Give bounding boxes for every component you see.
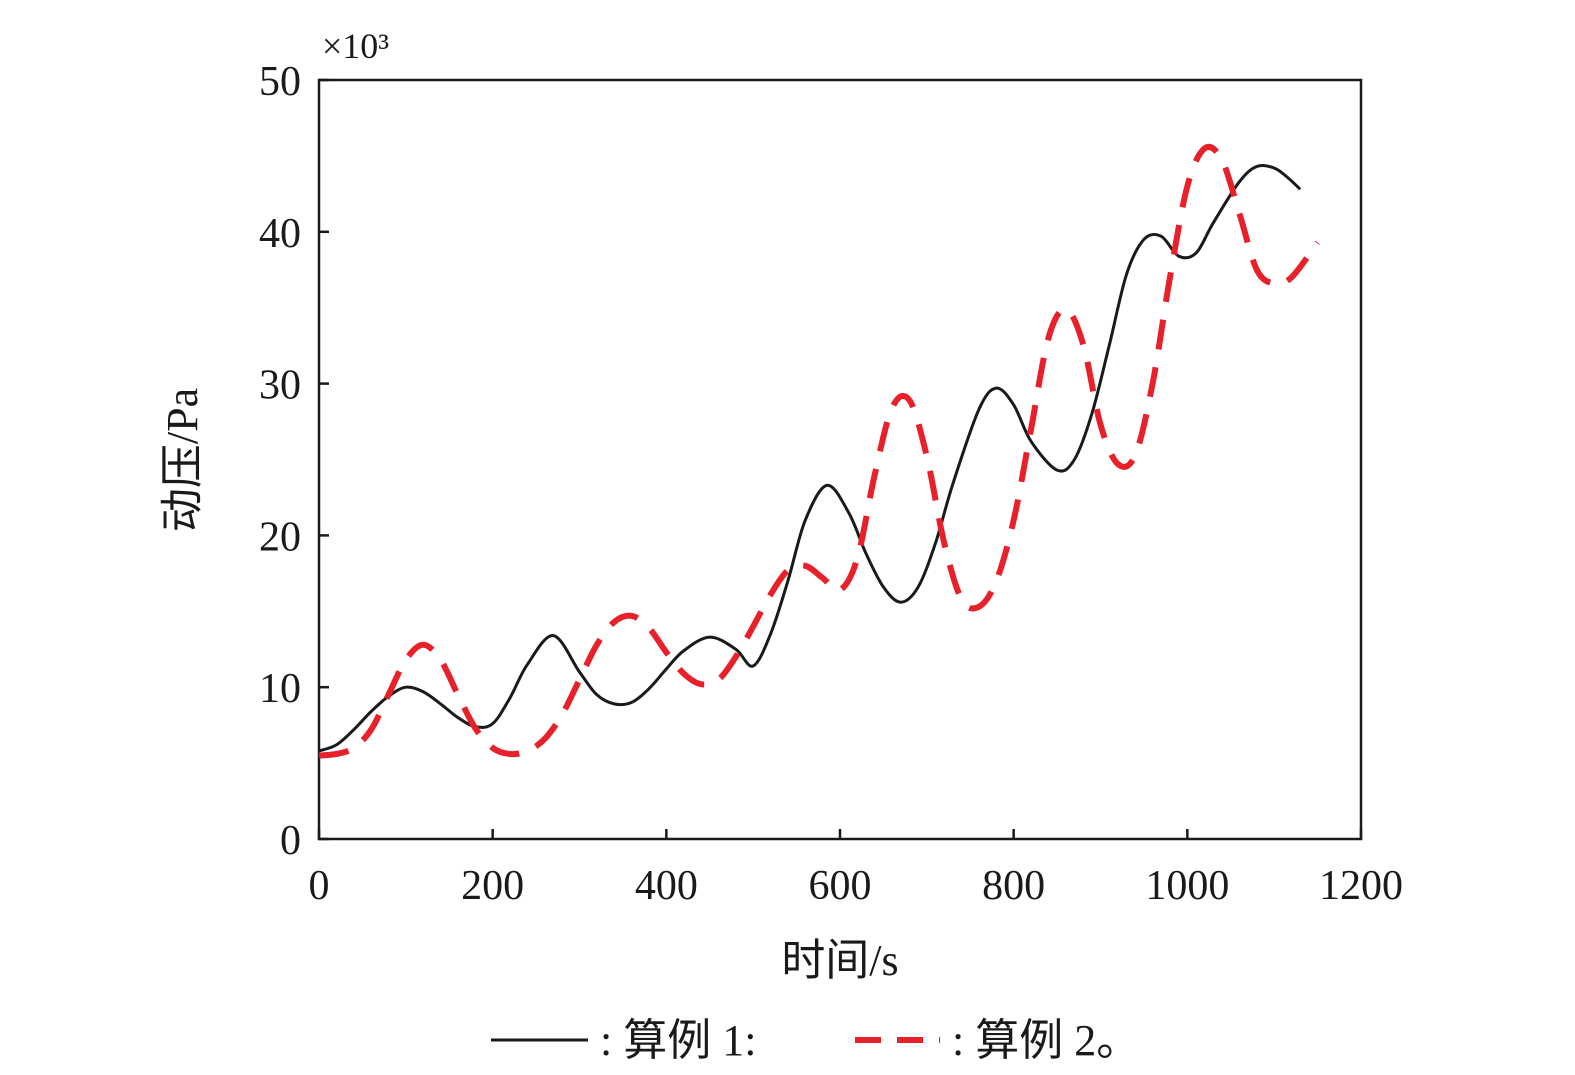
x-tick-label: 800: [982, 863, 1045, 909]
x-tick-label: 400: [635, 863, 698, 909]
legend-label-series-1: : 算例 1:: [600, 1016, 756, 1065]
y-tick-label: 10: [259, 666, 301, 712]
series-line-1: [318, 164, 1302, 753]
x-axis-ticks: 0 200 400 600 800 1000 1200: [309, 829, 1403, 909]
x-tick-label: 600: [809, 863, 872, 909]
x-axis-title: 时间/s: [781, 936, 898, 985]
legend-label-series-2: : 算例 2。: [952, 1016, 1140, 1065]
y-tick-label: 0: [280, 818, 301, 864]
y-tick-label: 40: [259, 211, 301, 257]
y-axis-ticks: 0 10 20 30 40 50: [259, 59, 329, 864]
x-tick-label: 1200: [1319, 863, 1403, 909]
y-tick-label: 50: [259, 59, 301, 105]
y-axis-title: 动压/Pa: [158, 388, 207, 532]
series-line-2: [318, 143, 1321, 759]
legend: : 算例 1: : 算例 2。: [491, 1016, 1140, 1065]
y-tick-label: 30: [259, 363, 301, 409]
x-tick-label: 200: [461, 863, 524, 909]
x-tick-label: 1000: [1145, 863, 1229, 909]
x-tick-label: 0: [309, 863, 330, 909]
y-tick-label: 20: [259, 514, 301, 560]
series-lines: [318, 143, 1321, 759]
y-scale-note: ×10³: [322, 26, 389, 66]
